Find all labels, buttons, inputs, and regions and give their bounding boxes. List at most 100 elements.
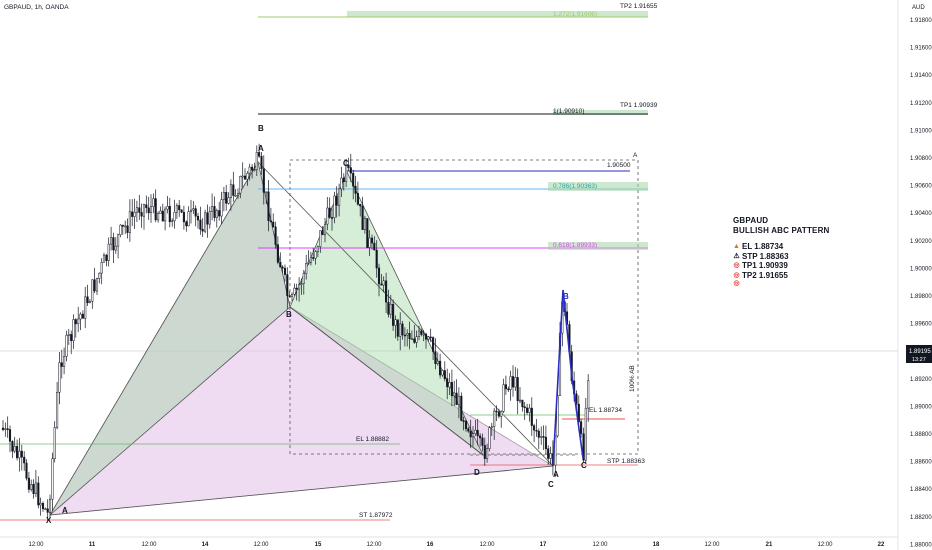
candle-body bbox=[518, 399, 522, 402]
candle-body bbox=[241, 175, 244, 178]
candle-body bbox=[521, 399, 524, 408]
candles bbox=[1, 143, 590, 522]
candle-body bbox=[18, 450, 21, 459]
candle-body bbox=[516, 377, 519, 401]
candle-body bbox=[434, 351, 437, 364]
candle-body bbox=[356, 193, 359, 205]
candle-body bbox=[41, 503, 45, 510]
candle-body bbox=[25, 462, 28, 479]
candle-body bbox=[159, 210, 162, 214]
price-tick-label: 1.88600 bbox=[910, 460, 932, 466]
info-entry: ◎ bbox=[733, 280, 923, 287]
candle-body bbox=[91, 279, 94, 302]
tp1-label: TP1 1.90939 bbox=[620, 102, 658, 109]
b-to-d-line bbox=[289, 306, 484, 456]
candle-body bbox=[366, 218, 369, 248]
candle-body bbox=[276, 244, 279, 263]
candle-body bbox=[281, 266, 284, 269]
stp-label: STP 1.88363 bbox=[607, 458, 645, 465]
time-tick-label: 21 bbox=[766, 542, 773, 548]
info-entry-text: TP2 1.91655 bbox=[742, 270, 788, 280]
price-tick-label: 1.88200 bbox=[910, 515, 932, 521]
candle-body bbox=[417, 330, 421, 337]
symbol-header: GBPAUD, 1h, OANDA bbox=[4, 4, 69, 11]
info-entry: ◎ TP1 1.90939 bbox=[733, 261, 923, 271]
candle-body bbox=[462, 420, 465, 422]
price-tick-label: 1.91000 bbox=[910, 128, 932, 134]
candle-body bbox=[309, 257, 312, 263]
candle-body bbox=[401, 323, 404, 336]
candle-body bbox=[119, 224, 122, 235]
candle-body bbox=[399, 323, 402, 337]
info-title: GBPAUD bbox=[733, 216, 769, 225]
candle-body bbox=[194, 208, 197, 217]
candle-body bbox=[493, 410, 496, 427]
candle-body bbox=[580, 421, 583, 434]
candle-body bbox=[352, 172, 355, 187]
info-entry: ⚠ STP 1.88363 bbox=[733, 252, 923, 262]
time-tick-label: 22 bbox=[878, 542, 885, 548]
candle-body bbox=[79, 313, 82, 320]
candle-body bbox=[530, 407, 533, 426]
point-c1-label: C bbox=[343, 159, 349, 168]
pattern-point-labels: X A B C D B A C B C A bbox=[46, 124, 587, 525]
x-to-a-line bbox=[49, 465, 554, 516]
candle-body bbox=[549, 453, 552, 459]
candle-body bbox=[422, 333, 425, 336]
fib-0618-band bbox=[548, 242, 648, 250]
tp1-band bbox=[553, 110, 648, 115]
candle-body bbox=[121, 224, 124, 227]
candle-body bbox=[486, 448, 489, 459]
candle-body bbox=[328, 207, 331, 218]
time-axis[interactable]: 12:00 11 12:00 14 12:00 15 12:00 16 12:00 17 12:00… bbox=[28, 542, 885, 548]
candle-body bbox=[53, 427, 56, 459]
currency-label: AUD bbox=[912, 5, 925, 11]
candle-body bbox=[13, 446, 16, 452]
info-subtitle: BULLISH ABC PATTERN bbox=[733, 226, 830, 235]
candle-body bbox=[88, 301, 91, 304]
time-tick-label: 12:00 bbox=[366, 542, 382, 548]
time-tick-label: 12:00 bbox=[28, 542, 44, 548]
time-tick-label: 12:00 bbox=[704, 542, 720, 548]
time-tick-label: 12:00 bbox=[479, 542, 495, 548]
candle-body bbox=[161, 210, 164, 222]
candle-body bbox=[446, 378, 449, 388]
el-right-label: EL 1.88734 bbox=[589, 407, 622, 414]
time-tick-label: 11 bbox=[89, 542, 96, 548]
candle-body bbox=[288, 295, 291, 297]
candle-body bbox=[469, 430, 472, 438]
candle-body bbox=[131, 211, 134, 217]
candle-body bbox=[537, 430, 540, 438]
candle-body bbox=[507, 388, 510, 391]
candle-body bbox=[375, 249, 378, 269]
price-tick-label: 1.88000 bbox=[910, 542, 932, 548]
candle-body bbox=[424, 333, 428, 340]
xabcd-purple-fill bbox=[49, 160, 555, 516]
candle-body bbox=[380, 283, 383, 286]
candle-body bbox=[455, 392, 458, 405]
info-entry-text: EL 1.88734 bbox=[742, 242, 784, 251]
price-tick-label: 1.91200 bbox=[910, 101, 932, 107]
candle-body bbox=[199, 219, 202, 230]
info-entry: ◎ TP2 1.91655 bbox=[733, 271, 923, 281]
el-left-label: EL 1.88882 bbox=[356, 436, 389, 443]
candle-body bbox=[39, 503, 42, 506]
level-labels: TP2 1.91655 1.272(1.91606) TP1 1.90939 1… bbox=[356, 3, 658, 519]
price-tick-label: 1.90600 bbox=[910, 184, 932, 190]
candle-body bbox=[269, 220, 272, 223]
candle-body bbox=[504, 384, 507, 390]
candle-body bbox=[514, 377, 517, 388]
candle-body bbox=[420, 330, 423, 335]
price-tick-label: 1.90400 bbox=[910, 211, 932, 217]
candle-body bbox=[349, 167, 352, 174]
candle-body bbox=[495, 410, 498, 413]
candle-body bbox=[363, 218, 366, 230]
candle-body bbox=[359, 204, 362, 207]
candle-body bbox=[307, 262, 310, 264]
candle-body bbox=[314, 251, 317, 259]
range-pct-label: 100% AB bbox=[629, 365, 636, 392]
candle-body bbox=[406, 333, 409, 336]
candle-body bbox=[502, 384, 505, 412]
fib-1272-label: 1.272(1.91606) bbox=[553, 11, 597, 18]
